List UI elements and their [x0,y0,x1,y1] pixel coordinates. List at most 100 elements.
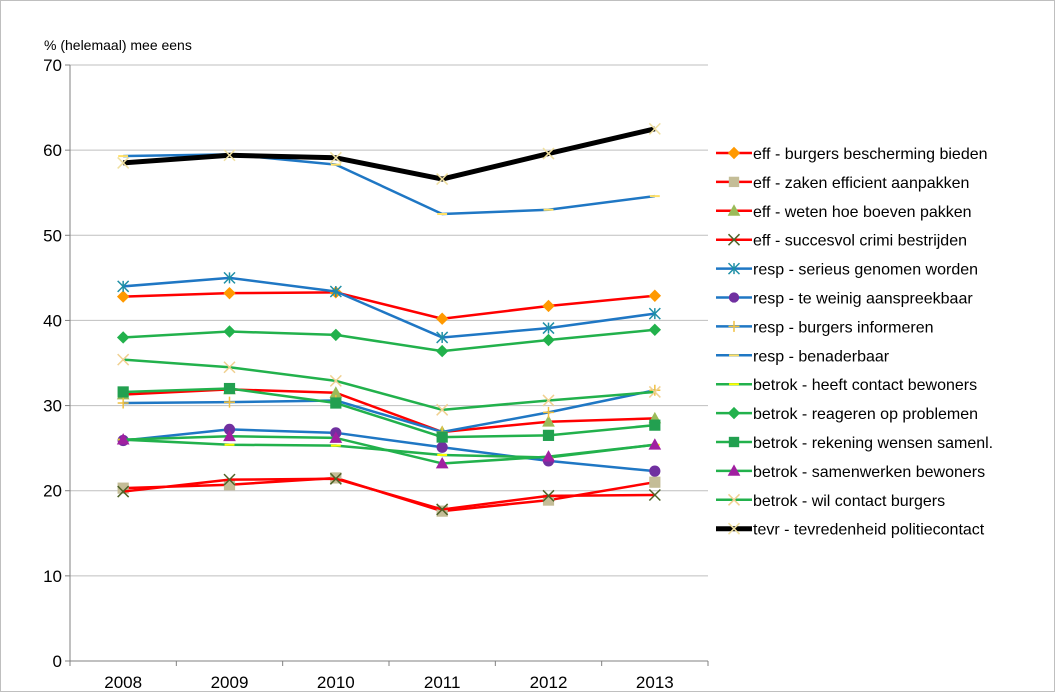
point-12-3-b [436,403,449,416]
y-tick-label-0: 0 [53,652,62,671]
point-9-0 [116,331,130,344]
series-line-0 [123,291,655,320]
point-1-5 [649,476,661,488]
series-9 [116,323,662,358]
y-tick-label-50: 50 [43,226,62,245]
legend-label-4: resp - serieus genomen worden [753,262,978,279]
series-line-3 [123,477,655,511]
legend-swatch-marker-6 [728,320,740,332]
series-line-4 [123,276,656,339]
legend-swatch-marker-0 [727,146,741,160]
point-9-5 [648,323,662,337]
series-4 [117,271,661,344]
point-12-0-b [117,353,130,366]
point-3-1 [223,473,236,486]
legend-item-10: betrok - rekening wensen samenl. [716,435,993,452]
legend-label-7: resp - benaderbaar [753,348,890,365]
point-10-5 [649,419,661,431]
legend-item-13: tevr - tevredenheid politiecontact [716,522,985,539]
series-10 [117,382,661,443]
point-3-3-b [436,503,449,516]
point-4-3 [436,331,449,344]
series-8 [118,438,660,459]
x-tick-label-2009: 2009 [211,673,249,692]
series-line-13 [122,126,656,182]
point-9-3 [435,344,449,358]
legend-swatch-marker-9 [727,406,741,420]
point-13-1-b [223,149,236,162]
point-4-0 [117,280,130,293]
point-12-0 [117,353,130,366]
series-7 [118,153,660,216]
legend-item-9: betrok - reageren op problemen [716,406,978,423]
point-4-2 [329,285,342,298]
point-0-4 [542,299,555,313]
legend-swatch-marker-13-b [727,522,741,535]
series-0 [116,286,662,325]
series-line-5 [123,428,655,473]
point-0-1 [223,286,236,300]
legend-label-10: betrok - rekening wensen samenl. [753,435,993,452]
y-axis-tick-labels: 0 10 20 30 40 50 60 70 [43,56,62,671]
point-4-5 [648,307,661,320]
point-3-0 [117,485,130,498]
point-12-1-b [223,361,236,374]
point-6-4 [543,406,554,418]
point-11-2 [329,431,343,443]
legend-label-9: betrok - reageren op problemen [753,406,978,423]
y-tick-label-20: 20 [43,482,62,501]
point-11-1 [223,429,236,442]
x-tick-label-2008: 2008 [104,673,142,692]
legend-swatch-marker-2 [727,204,741,216]
point-3-5 [648,488,661,502]
point-10-3 [436,431,448,443]
point-4-1 [223,271,236,284]
point-11-3 [435,456,449,469]
legend-label-3: eff - succesvol crimi bestrijden [753,233,967,250]
y-axis-unit-label: % (helemaal) mee eens [44,37,192,53]
point-9-2 [329,328,343,342]
axes [65,64,709,666]
point-0-5 [648,289,662,302]
x-tick-label-2013: 2013 [636,673,674,692]
legend: eff - burgers bescherming bieden eff - za… [716,146,993,539]
point-13-1 [223,149,236,162]
series-lines [116,122,662,517]
point-6-1 [224,396,235,408]
x-tick-label-2012: 2012 [530,673,568,692]
series-line-11 [123,434,655,465]
point-12-3 [436,403,449,416]
point-12-4-b [542,394,555,407]
point-3-0-b [117,485,130,498]
point-0-3 [435,312,449,325]
point-13-0-b [117,156,130,169]
legend-label-0: eff - burgers bescherming bieden [753,146,988,163]
legend-swatch-marker-12-b [727,493,741,506]
x-tick-label-2011: 2011 [424,673,461,692]
legend-swatch-marker-3 [727,233,741,246]
y-tick-label-70: 70 [43,56,62,75]
point-3-1-b [223,473,236,486]
series-2 [116,382,662,437]
legend-item-0: eff - burgers bescherming bieden [716,146,988,163]
series-3 [117,472,661,516]
legend-label-1: eff - zaken efficient aanpakken [753,175,969,192]
point-12-1 [223,361,236,374]
point-6-0 [117,397,129,409]
series-11 [116,429,662,469]
x-axis-tick-labels: 2008 2009 2010 2011 2012 2013 [104,673,673,692]
series-line-9 [123,328,655,353]
legend-swatch-marker-11 [727,464,741,476]
series-12 [117,353,661,416]
point-1-0 [117,482,129,494]
legend-item-6: resp - burgers informeren [716,319,934,336]
point-13-4 [542,147,555,160]
point-12-4 [542,394,555,407]
legend-swatch-marker-3-b [727,233,741,246]
legend-item-3: eff - succesvol crimi bestrijden [716,233,967,250]
y-tick-label-10: 10 [43,567,62,586]
point-1-3 [436,505,448,517]
point-12-5-b [648,385,661,398]
